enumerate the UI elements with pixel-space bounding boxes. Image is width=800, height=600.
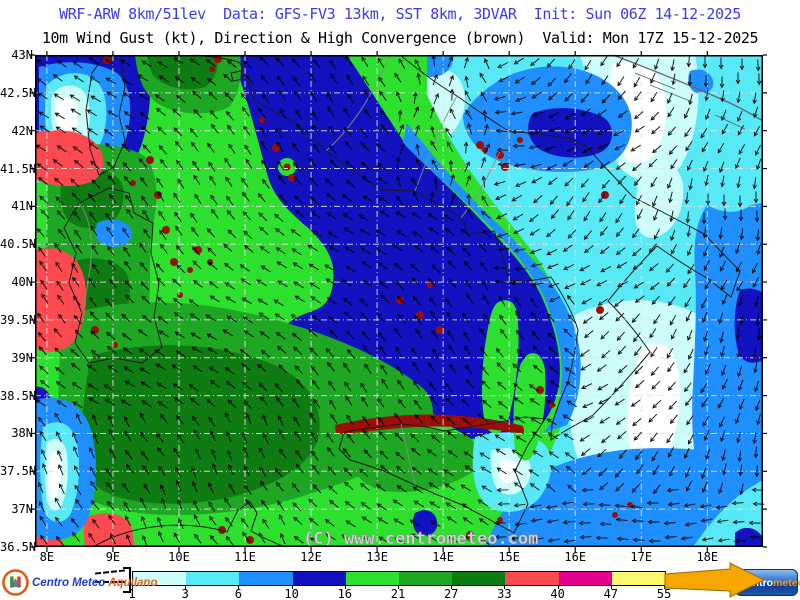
colorbar-segment xyxy=(558,572,612,585)
colorbar-tick xyxy=(238,585,240,589)
wind-gust-map: (C) www.centrometeo.com xyxy=(30,51,767,552)
colorbar-segment xyxy=(452,572,506,585)
x-axis-tick-label: 8E xyxy=(39,550,55,564)
colorbar-tick xyxy=(132,585,133,589)
left-logo-word-centro: Centro xyxy=(32,576,70,589)
title-model-line: WRF-ARW 8km/51lev Data: GFS-FV3 13km, SS… xyxy=(59,5,741,23)
map-frame xyxy=(30,51,767,552)
y-axis-tick-label: 37N xyxy=(11,502,33,517)
y-axis-tick-label: 38.5N xyxy=(0,388,37,403)
left-logo-word-meteo: Meteo xyxy=(72,576,106,589)
x-axis-tick-label: 10E xyxy=(168,550,190,564)
colorbar-segment xyxy=(239,572,293,585)
y-axis-tick-label: 42N xyxy=(11,123,33,138)
colorbar-tick-label: 47 xyxy=(603,587,619,600)
colorbar-tick-label: 16 xyxy=(337,587,353,600)
x-axis-tick-label: 16E xyxy=(564,550,587,564)
colorbar-tick xyxy=(504,585,506,589)
colorbar-segment xyxy=(505,572,559,585)
colorbar-tick-label: 6 xyxy=(234,587,242,600)
y-axis-tick-label: 39N xyxy=(11,350,33,365)
watermark: (C) www.centrometeo.com xyxy=(303,529,538,549)
aquilano-logo-icon xyxy=(2,569,29,596)
y-axis-tick-label: 37.5N xyxy=(0,464,37,479)
colorbar xyxy=(132,571,666,586)
y-axis-tick-label: 43N xyxy=(11,48,33,62)
y-axis-tick-label: 42.5N xyxy=(0,85,37,100)
left-logo-text: Centro Meteo Aquilano xyxy=(32,577,158,589)
x-axis-tick-label: 15E xyxy=(498,550,521,564)
x-axis-tick-label: 9E xyxy=(105,550,121,564)
colorbar-segment xyxy=(292,572,346,585)
colorbar-segment xyxy=(399,572,453,585)
x-axis-tick-label: 11E xyxy=(234,550,256,564)
colorbar-tick-label: 27 xyxy=(443,587,459,600)
map-area: (C) www.centrometeo.com xyxy=(30,51,767,552)
colorbar-tick-label: 40 xyxy=(550,587,565,600)
title-valid-line: 10m Wind Gust (kt), Direction & High Con… xyxy=(41,29,759,47)
x-axis-tick-label: 14E xyxy=(432,550,454,564)
y-axis-tick-label: 38N xyxy=(11,426,33,441)
x-axis-tick-label: 18E xyxy=(696,550,719,564)
colorbar-tick xyxy=(185,585,187,589)
colorbar-tick-label: 21 xyxy=(390,587,406,600)
colorbar-segment xyxy=(186,572,240,585)
y-axis-tick-label: 41N xyxy=(11,199,33,214)
x-axis-tick-label: 17E xyxy=(630,550,653,564)
colorbar-overflow-arrow-icon xyxy=(664,562,766,598)
colorbar-tick xyxy=(291,585,293,589)
left-logo-word-aquilano: Aquilano xyxy=(108,576,158,589)
colorbar-segment xyxy=(611,572,665,585)
colorbar-tick xyxy=(398,585,399,589)
colorbar-tick-label: 33 xyxy=(497,587,512,600)
y-axis-tick-label: 40N xyxy=(11,275,33,290)
colorbar-tick xyxy=(344,585,346,589)
colorbar-left-bracket xyxy=(123,567,131,593)
y-axis-tick-label: 36.5N xyxy=(0,539,37,554)
colorbar-tick-label: 55 xyxy=(656,587,672,600)
right-logo-word-meteo: meteo xyxy=(773,576,800,589)
wind-direction-arrows xyxy=(35,54,765,547)
colorbar-connector-dashes xyxy=(95,581,125,583)
colorbar-tick xyxy=(557,585,559,589)
y-axis-tick-label: 39.5N xyxy=(0,312,37,327)
y-axis-tick-label: 40.5N xyxy=(0,237,37,252)
colorbar-tick-label: 1 xyxy=(128,587,136,600)
x-axis-tick-label: 12E xyxy=(300,550,322,564)
centro-meteo-aquilano-logo: Centro Meteo Aquilano xyxy=(2,569,158,596)
colorbar-tick xyxy=(610,585,612,589)
colorbar-segment xyxy=(345,572,399,585)
x-axis-tick-label: 13E xyxy=(366,550,388,564)
colorbar-tick xyxy=(451,585,453,589)
colorbar-tick-label: 10 xyxy=(284,587,299,600)
y-axis-tick-label: 41.5N xyxy=(0,161,37,176)
colorbar-segment xyxy=(133,572,187,585)
colorbar-tick-label: 3 xyxy=(181,587,189,600)
